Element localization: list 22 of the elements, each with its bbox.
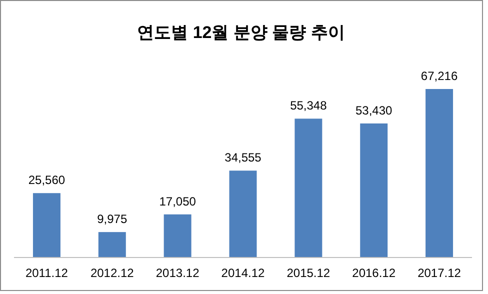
x-tick-label: 2017.12 [418, 266, 462, 280]
data-label: 25,560 [28, 173, 66, 188]
data-label: 55,348 [290, 98, 328, 113]
bar [32, 193, 60, 257]
bar [229, 170, 257, 257]
data-label: 67,216 [420, 69, 458, 83]
bar [294, 118, 322, 257]
data-label: 9,975 [97, 212, 128, 226]
bar [98, 232, 126, 257]
x-tick-label: 2013.12 [156, 266, 200, 280]
data-label: 17,050 [159, 194, 196, 208]
bar [426, 89, 454, 257]
data-label: 34,555 [224, 150, 262, 165]
x-tick-label: 2015.12 [286, 266, 330, 280]
bar [164, 214, 192, 257]
x-tick-label: 2014.12 [221, 266, 266, 280]
x-tick-label: 2012.12 [90, 266, 134, 280]
x-tick-label: 2016.12 [352, 266, 396, 280]
x-tick-label: 2011.12 [25, 266, 68, 280]
chart-title: 연도별 12월 분양 물량 추이 [137, 23, 345, 42]
data-label: 53,430 [356, 103, 393, 118]
bar [360, 123, 388, 257]
